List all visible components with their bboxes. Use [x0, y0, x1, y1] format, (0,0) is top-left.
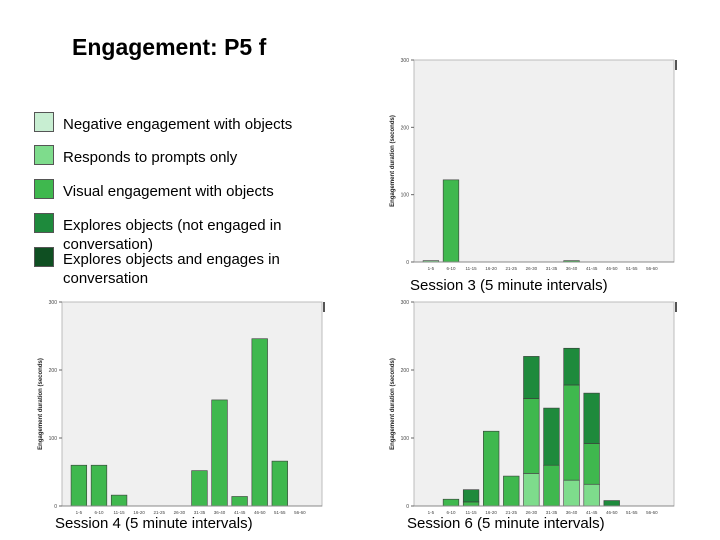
x-tick-label: 16-20	[485, 510, 497, 515]
bar	[191, 470, 208, 507]
y-axis-label: Engagement duration (seconds)	[390, 358, 396, 450]
x-tick-label: 11-15	[113, 510, 125, 515]
y-tick-label: 200	[49, 368, 58, 374]
chart-caption: Session 6 (5 minute intervals)	[407, 515, 605, 532]
x-tick-label: 26-30	[174, 510, 186, 515]
chart-svg: 0 100 200 300 Engagement duration (seconds) 1…	[390, 58, 677, 271]
bar	[462, 501, 480, 507]
x-tick-label: 56-60	[646, 510, 658, 515]
y-axis-label: Engagement duration (seconds)	[390, 115, 396, 207]
x-tick-label: 31-35	[546, 266, 558, 271]
legend-swatch	[34, 247, 54, 267]
x-tick-label: 16-20	[485, 266, 497, 271]
x-tick-label: 36-40	[566, 510, 578, 515]
x-tick-label: 1-5	[428, 266, 435, 271]
x-tick-label: 21-25	[506, 510, 518, 515]
chart-session-4: 0 100 200 300 Engagement duration (seconds) 1…	[30, 294, 330, 518]
bar	[563, 384, 580, 481]
bar	[583, 483, 600, 507]
x-tick-label: 46-50	[606, 510, 618, 515]
x-tick-label: 51-55	[274, 510, 286, 515]
chart-caption: Session 3 (5 minute intervals)	[410, 277, 608, 294]
bar	[563, 347, 580, 386]
bar	[503, 475, 520, 507]
chart-svg: 0 100 200 300 Engagement duration (seconds) 1…	[390, 300, 677, 515]
bar	[462, 489, 480, 503]
chart-svg: 0 100 200 300 Engagement duration (seconds) 1…	[38, 300, 325, 515]
x-tick-label: 51-55	[626, 266, 638, 271]
x-tick-label: 56-60	[294, 510, 306, 515]
y-tick-label: 0	[54, 504, 57, 510]
x-tick-label: 41-45	[234, 510, 246, 515]
bar	[583, 392, 600, 444]
legend-label: Responds to prompts only	[63, 149, 238, 166]
bar	[523, 356, 540, 399]
legend-label: Explores objects (not engaged in convers…	[63, 217, 282, 253]
x-tick-label: 11-15	[465, 266, 477, 271]
bar	[563, 479, 580, 507]
y-tick-label: 200	[401, 368, 410, 374]
bar	[483, 430, 500, 507]
legend-swatch	[34, 179, 54, 199]
x-tick-label: 36-40	[566, 266, 578, 271]
bar	[442, 179, 460, 263]
bar	[211, 399, 228, 507]
y-tick-label: 300	[401, 300, 410, 306]
bar	[543, 407, 560, 466]
x-tick-label: 6-10	[446, 510, 456, 515]
y-tick-label: 100	[401, 436, 410, 442]
page-title: Engagement: P5 f	[72, 34, 267, 60]
x-tick-label: 21-25	[154, 510, 166, 515]
y-tick-label: 300	[401, 58, 410, 64]
y-tick-label: 100	[401, 193, 410, 199]
x-tick-label: 41-45	[586, 510, 598, 515]
bar	[523, 473, 540, 507]
legend-label: Negative engagement with objects	[63, 116, 293, 133]
x-tick-label: 46-50	[254, 510, 266, 515]
y-axis-label: Engagement duration (seconds)	[38, 358, 44, 450]
bar	[231, 496, 248, 507]
legend-label: Visual engagement with objects	[63, 183, 274, 200]
y-tick-label: 100	[49, 436, 58, 442]
x-tick-label: 26-30	[526, 510, 538, 515]
legend-swatch	[34, 213, 54, 233]
x-tick-label: 1-5	[76, 510, 83, 515]
bar	[603, 500, 620, 507]
bar	[251, 338, 268, 507]
bar	[70, 464, 88, 507]
y-tick-label: 200	[401, 125, 410, 131]
y-tick-label: 0	[406, 260, 409, 266]
legend-swatch	[34, 145, 54, 165]
bar	[90, 464, 108, 507]
legend-swatch	[34, 112, 54, 132]
x-tick-label: 21-25	[506, 266, 518, 271]
y-tick-label: 300	[49, 300, 58, 306]
bar	[110, 494, 128, 507]
bar	[271, 460, 288, 507]
x-tick-label: 56-60	[646, 266, 658, 271]
bar	[523, 398, 540, 474]
y-tick-label: 0	[406, 504, 409, 510]
x-tick-label: 46-50	[606, 266, 618, 271]
x-tick-label: 6-10	[94, 510, 104, 515]
x-tick-label: 26-30	[526, 266, 538, 271]
x-tick-label: 31-35	[546, 510, 558, 515]
chart-session-3: 0 100 200 300 Engagement duration (seconds) 1…	[382, 52, 682, 274]
x-tick-label: 36-40	[214, 510, 226, 515]
x-tick-label: 51-55	[626, 510, 638, 515]
bar	[583, 443, 600, 485]
bar	[543, 464, 560, 507]
x-tick-label: 1-5	[428, 510, 435, 515]
legend-label: Explores objects and engages in conversa…	[63, 251, 280, 287]
x-tick-label: 11-15	[465, 510, 477, 515]
x-tick-label: 41-45	[586, 266, 598, 271]
chart-caption: Session 4 (5 minute intervals)	[55, 515, 253, 532]
x-tick-label: 31-35	[194, 510, 206, 515]
chart-session-6: 0 100 200 300 Engagement duration (seconds) 1…	[382, 294, 682, 518]
x-tick-label: 16-20	[133, 510, 145, 515]
bar	[442, 498, 460, 507]
x-tick-label: 6-10	[446, 266, 456, 271]
